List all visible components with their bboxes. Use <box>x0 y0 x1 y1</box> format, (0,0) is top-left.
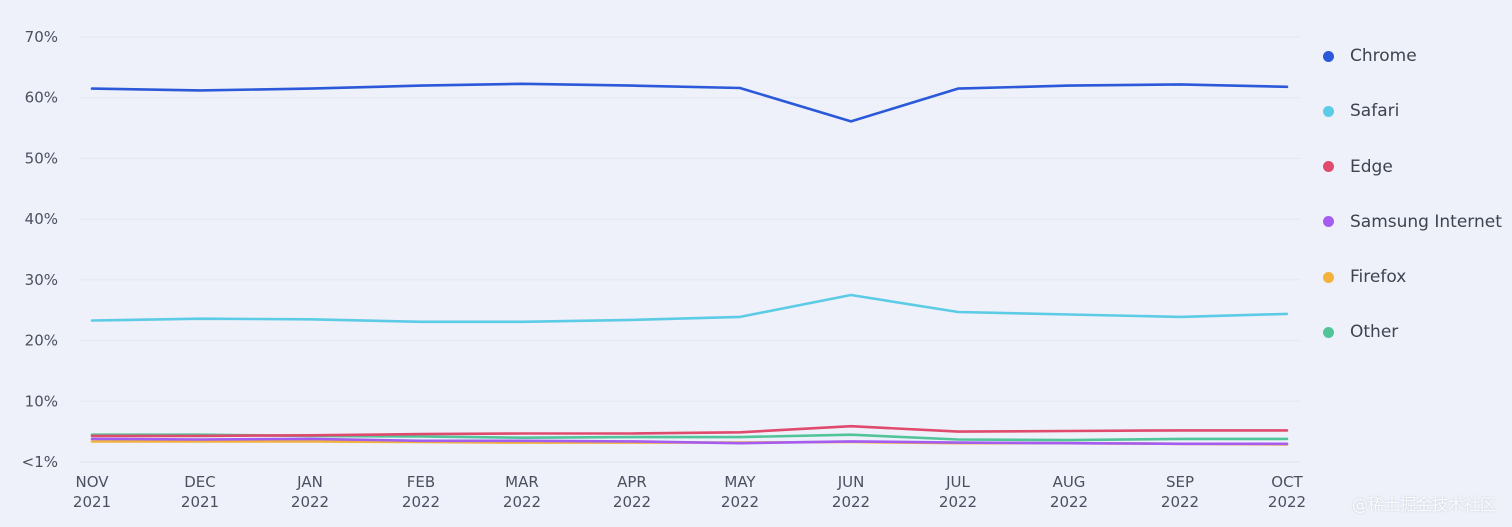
x-tick-label-year: 2022 <box>503 493 541 511</box>
x-tick-label-month: DEC <box>184 473 216 491</box>
series-line-samsung-internet <box>90 437 1289 446</box>
y-tick-label: 50% <box>25 149 58 167</box>
legend-item-safari[interactable]: Safari <box>1323 99 1508 123</box>
legend-dot-icon <box>1323 50 1334 62</box>
legend-dot-icon <box>1323 216 1334 228</box>
x-tick-label-year: 2022 <box>939 493 977 511</box>
legend-dot-icon <box>1323 271 1334 283</box>
y-tick-label: <1% <box>22 453 58 471</box>
x-tick-label-month: MAR <box>505 473 539 491</box>
x-tick-label-year: 2022 <box>613 493 651 511</box>
chart-legend: Chrome Safari Edge Samsung Internet Firefox O… <box>1323 44 1508 376</box>
x-tick-label-month: JUL <box>945 473 970 491</box>
series-line-edge <box>90 424 1289 438</box>
series-line-safari <box>90 293 1289 324</box>
grid-layer <box>80 36 1300 463</box>
series-line-chrome <box>90 82 1289 123</box>
legend-label: Chrome <box>1350 46 1417 66</box>
legend-item-other[interactable]: Other <box>1323 320 1508 344</box>
x-tick-label-month: FEB <box>407 473 435 491</box>
x-tick-label-year: 2022 <box>721 493 759 511</box>
x-tick-label-month: SEP <box>1166 473 1194 491</box>
x-tick-label-year: 2021 <box>73 493 111 511</box>
x-tick-label-month: JUN <box>837 473 865 491</box>
x-tick-label-month: JAN <box>296 473 323 491</box>
x-tick-label-year: 2022 <box>832 493 870 511</box>
legend-dot-icon <box>1323 161 1334 173</box>
y-tick-label: 30% <box>25 271 58 289</box>
x-tick-label-year: 2022 <box>291 493 329 511</box>
legend-item-samsung-internet[interactable]: Samsung Internet <box>1323 210 1508 234</box>
y-tick-label: 20% <box>25 332 58 350</box>
legend-label: Other <box>1350 322 1399 343</box>
legend-dot-icon <box>1323 326 1334 338</box>
x-tick-label-month: OCT <box>1271 473 1303 491</box>
axis-layer: <1% 10% 20% 30% 40% 50% 60% 70% NOV 2021 DEC 2021 JA… <box>22 28 1306 511</box>
x-tick-label-year: 2022 <box>1161 493 1199 511</box>
y-tick-label: 60% <box>25 89 58 107</box>
y-tick-label: 70% <box>25 28 58 46</box>
x-tick-label-month: APR <box>617 473 647 491</box>
y-tick-label: 10% <box>25 392 58 410</box>
x-tick-label-year: 2022 <box>402 493 440 511</box>
x-tick-label-month: MAY <box>724 473 756 491</box>
legend-item-firefox[interactable]: Firefox <box>1323 265 1508 289</box>
watermark: @稀土掘金技术社区 <box>1351 495 1496 514</box>
legend-label: Safari <box>1350 101 1400 122</box>
legend-item-edge[interactable]: Edge <box>1323 155 1508 179</box>
x-tick-label-month: AUG <box>1053 473 1086 491</box>
legend-label: Edge <box>1350 156 1393 177</box>
legend-label: Samsung Internet <box>1350 211 1502 232</box>
legend-dot-icon <box>1323 105 1334 117</box>
x-tick-label-year: 2022 <box>1268 493 1306 511</box>
x-tick-label-year: 2021 <box>181 493 219 511</box>
series-layer <box>90 82 1289 446</box>
x-tick-label-month: NOV <box>75 473 109 491</box>
y-tick-label: 40% <box>25 210 58 228</box>
legend-label: Firefox <box>1350 267 1407 288</box>
x-tick-label-year: 2022 <box>1050 493 1088 511</box>
legend-item-chrome[interactable]: Chrome <box>1323 44 1508 68</box>
